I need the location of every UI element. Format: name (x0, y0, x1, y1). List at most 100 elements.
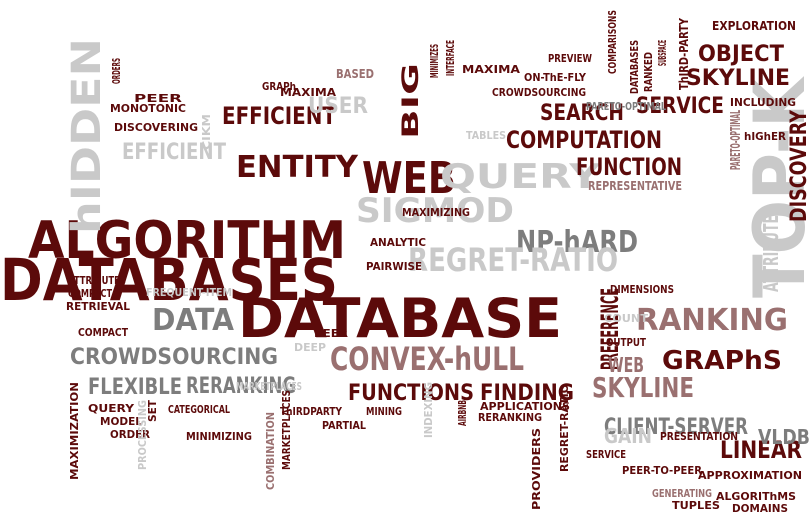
cloud-word: GAIN (604, 424, 652, 448)
cloud-word: INCLUDING (730, 96, 796, 109)
cloud-word: DATABASES (0, 246, 338, 314)
cloud-word: DIMENSIONS (610, 283, 674, 296)
cloud-word: REGRET-RATIO (558, 384, 571, 472)
cloud-word: ANALYTIC (370, 236, 426, 249)
cloud-word: SIGMOD (356, 191, 514, 231)
cloud-word: ATTRIBUTES (68, 274, 126, 287)
cloud-word: CIKM (200, 114, 213, 150)
cloud-word: ThIRDPARTY (280, 405, 343, 418)
cloud-word: TUPLES (672, 499, 720, 512)
cloud-word: SKYLINE (686, 66, 790, 91)
cloud-word: RANKED (642, 52, 655, 92)
cloud-word: PARETO-OPTIMAL (586, 100, 666, 113)
cloud-word: BASED (336, 67, 374, 81)
cloud-word: FUNCTIONS (348, 381, 474, 406)
cloud-word: PEER (134, 92, 183, 105)
cloud-word: FUNCTION (576, 153, 682, 181)
cloud-word: WEB (362, 153, 456, 204)
cloud-word: GRAPh (262, 80, 296, 93)
cloud-word: DATA (152, 303, 235, 338)
cloud-word: LINEAR (720, 436, 802, 464)
cloud-word: NP-hARD (516, 225, 638, 260)
cloud-word: INDEXING (422, 382, 435, 438)
cloud-word: RERANKING (186, 374, 296, 399)
cloud-word: MARKETPLACES (280, 390, 293, 470)
cloud-word: hIGhER (744, 130, 786, 143)
cloud-word: DATABASES (628, 40, 641, 94)
cloud-word: PEER (314, 327, 349, 340)
cloud-word: ATTRIBUTES (759, 206, 783, 292)
cloud-word: VLDB (758, 425, 810, 449)
cloud-word: ORDERS (110, 58, 123, 84)
cloud-word: FLEXIBLE (88, 375, 182, 400)
cloud-word: PROVIDERS (530, 428, 543, 510)
cloud-word: COUNT (604, 312, 648, 325)
cloud-word: SEARCH (540, 101, 624, 126)
cloud-word: PARETO-OPTIMAL (729, 110, 744, 170)
cloud-word: PREFERENCE (596, 288, 624, 370)
cloud-word: COMBINATION (264, 412, 277, 490)
cloud-word: ThIRD-PARTY (677, 18, 691, 90)
cloud-word: CATEGORICAL (168, 403, 230, 416)
cloud-word: GRAPhS (662, 346, 782, 376)
cloud-word: PARTIAL (322, 419, 366, 432)
cloud-word: AIRBNB (456, 400, 469, 426)
cloud-word: QUERY (88, 402, 135, 415)
cloud-word: CROWDSOURCING (70, 345, 278, 370)
cloud-word: EXPLORATION (712, 19, 796, 33)
cloud-word: ALGORIThMS (716, 490, 796, 503)
cloud-word: DOMAINS (732, 502, 788, 515)
cloud-word: CLIENT-SERVER (604, 415, 748, 440)
cloud-word: hIDDEN (64, 38, 110, 234)
cloud-word: MINING (366, 405, 402, 418)
cloud-word: BIG (399, 63, 424, 139)
cloud-word: MAXIMIZING (402, 206, 470, 219)
cloud-word: PREVIEW (548, 52, 592, 65)
cloud-word: RETRIEVAL (66, 300, 130, 313)
cloud-word: WEB (608, 353, 644, 377)
cloud-word: SERVICE (586, 448, 626, 461)
cloud-word: ENTITY (236, 150, 359, 185)
cloud-word: PEER-TO-PEER (622, 464, 702, 477)
cloud-word: DEEP (294, 341, 326, 354)
cloud-word: RERANKING (478, 411, 542, 424)
cloud-word: QUERY (440, 157, 600, 197)
cloud-word: FINDING (480, 381, 574, 406)
cloud-word: PAIRWISE (366, 260, 422, 273)
cloud-word: OBJECT (698, 42, 784, 67)
cloud-word: SKYLINE (592, 371, 694, 404)
cloud-word: RANKING (636, 303, 788, 338)
cloud-word: FREQUENT-ITEM (146, 286, 232, 299)
cloud-word: GENERATING (652, 487, 712, 500)
cloud-word: REGRET-RATIO (408, 241, 618, 279)
cloud-word: MINIMIZES (428, 44, 441, 78)
cloud-word: MAXIMA (462, 63, 521, 76)
cloud-word: DATABASE (238, 287, 562, 350)
cloud-word: DISCOVERING (114, 121, 198, 134)
cloud-word: PROCESSING (136, 400, 149, 470)
cloud-word: ORDER (110, 428, 150, 441)
cloud-word: PRESENTATION (660, 430, 738, 443)
cloud-word: APPROXIMATION (698, 469, 802, 482)
cloud-word: TOP-K (739, 75, 812, 298)
cloud-word: COMPACT (68, 287, 112, 300)
cloud-word: SUBSPACE (656, 40, 669, 66)
cloud-word: EFFICIENT (222, 102, 337, 130)
cloud-word: MONOTONIC (110, 102, 186, 115)
cloud-word: SET (146, 400, 159, 422)
cloud-word: MAXIMIZATION (68, 382, 81, 480)
cloud-word: INTERFACE (444, 40, 457, 76)
cloud-word: MARKETPLACES (236, 380, 302, 393)
cloud-word: MAXIMA (280, 86, 337, 99)
cloud-word: REPRESENTATIVE (588, 179, 682, 193)
cloud-word: COMPUTATION (506, 126, 662, 154)
cloud-word: MINIMIZING (186, 430, 252, 443)
cloud-word: CONVEX-hULL (330, 340, 524, 378)
cloud-word: SERVICE (636, 94, 724, 119)
cloud-word: DISCOVERY (787, 109, 812, 222)
cloud-word: OUTPUT (606, 336, 646, 349)
cloud-word: USER (308, 94, 368, 119)
cloud-word: COMPACT (78, 326, 128, 339)
